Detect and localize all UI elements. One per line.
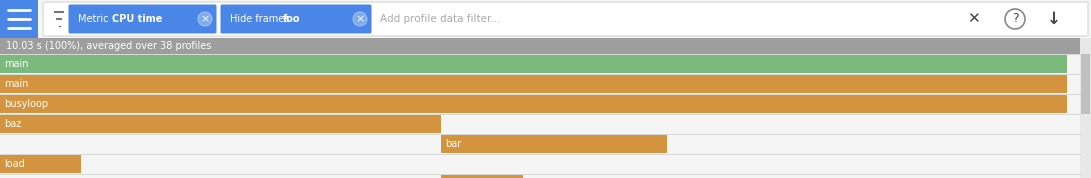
Text: ×: × [356,14,364,24]
Text: main: main [4,79,28,89]
FancyBboxPatch shape [220,4,372,33]
Text: ✕: ✕ [967,12,980,27]
Bar [0,55,1067,73]
Text: foo: foo [284,14,301,24]
Circle shape [353,12,367,26]
Text: ×: × [201,14,209,24]
Circle shape [197,12,212,26]
Text: baz: baz [4,119,21,129]
Bar [1080,38,1091,178]
Text: busyloop: busyloop [4,99,48,109]
Bar [0,0,38,38]
Text: load: load [4,159,25,169]
Bar [441,175,523,178]
Text: Hide frames :: Hide frames : [230,14,299,24]
Text: CPU time: CPU time [112,14,163,24]
FancyBboxPatch shape [43,2,1088,36]
Bar [1081,54,1090,114]
Bar [0,38,1080,54]
Text: 10.03 s (100%), averaged over 38 profiles: 10.03 s (100%), averaged over 38 profile… [5,41,212,51]
Bar [0,115,441,133]
Text: main: main [4,59,28,69]
Text: bar: bar [445,139,460,149]
Bar [0,75,1067,93]
Text: Add profile data filter...: Add profile data filter... [380,14,501,24]
Bar [0,95,1067,113]
Text: Metric :: Metric : [77,14,118,24]
Text: ↓: ↓ [1047,10,1060,28]
Bar [441,135,668,153]
FancyBboxPatch shape [69,4,216,33]
Bar [0,155,81,173]
Text: ?: ? [1011,12,1018,25]
